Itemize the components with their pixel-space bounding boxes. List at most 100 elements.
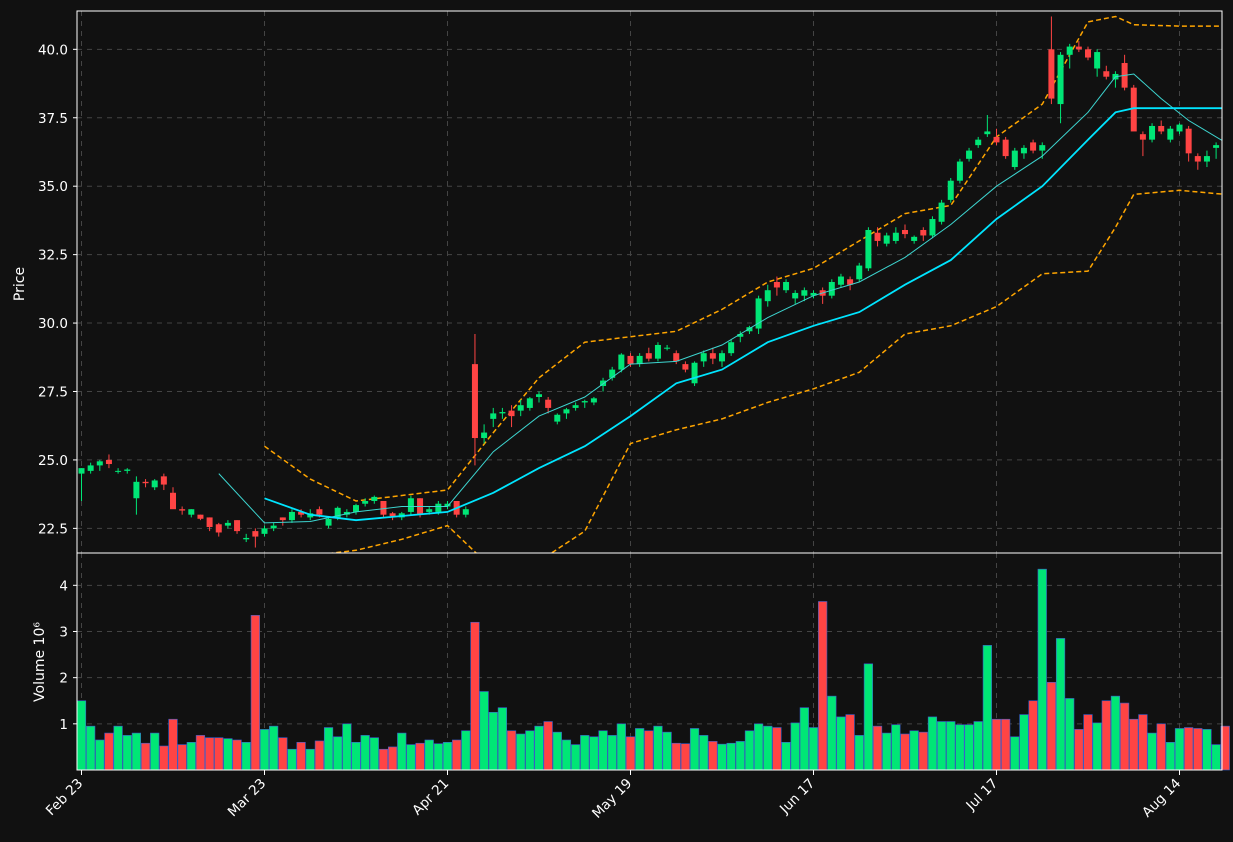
volume-bar xyxy=(323,727,334,771)
volume-bar xyxy=(214,737,224,771)
volume-bar xyxy=(982,645,992,771)
candle-body xyxy=(197,514,204,519)
volume-bar xyxy=(918,731,928,771)
volume-bar xyxy=(140,742,151,771)
candle-body xyxy=(96,461,103,466)
volume-bar xyxy=(863,663,873,771)
candle-body xyxy=(170,492,176,510)
price-tick-label: 32.5 xyxy=(38,248,68,264)
volume-bar xyxy=(644,730,654,771)
volume-bar xyxy=(433,743,443,771)
volume-bar xyxy=(552,731,562,771)
volume-bar xyxy=(689,728,700,771)
candle-body xyxy=(298,511,305,515)
candle-body xyxy=(499,412,506,414)
candle-body xyxy=(353,505,359,512)
volume-bar xyxy=(1010,736,1020,771)
volume-bar xyxy=(1028,700,1038,771)
candle-body xyxy=(837,276,844,285)
candle-body xyxy=(462,509,469,515)
candle-body xyxy=(1176,124,1183,132)
volume-bar xyxy=(378,748,389,771)
candle-body xyxy=(1002,139,1009,157)
volume-bar xyxy=(598,730,608,771)
candle-body xyxy=(590,398,597,403)
volume-bar xyxy=(342,723,352,771)
candle-body xyxy=(627,355,634,365)
volume-bar xyxy=(186,741,196,771)
candle-body xyxy=(947,180,954,200)
volume-bar xyxy=(717,743,727,771)
volume-bar xyxy=(1174,728,1185,771)
candle-body xyxy=(545,399,552,408)
volume-bar xyxy=(397,732,407,771)
candle-body xyxy=(371,496,378,501)
volume-bar xyxy=(442,741,453,771)
volume-bar xyxy=(772,727,782,771)
volume-bar xyxy=(95,739,105,771)
volume-bar xyxy=(131,732,142,771)
volume-bar xyxy=(1019,714,1029,771)
volume-bar xyxy=(589,736,599,771)
volume-bar xyxy=(1184,727,1194,771)
candle-body xyxy=(929,219,936,236)
volume-bar xyxy=(744,730,755,771)
candle-body xyxy=(1011,150,1018,168)
candle-body xyxy=(911,236,918,241)
candle-body xyxy=(1185,128,1192,154)
candle-body xyxy=(444,503,451,507)
volume-bar xyxy=(424,739,434,771)
candle-body xyxy=(783,282,790,291)
candle-body xyxy=(325,518,332,526)
candle-body xyxy=(224,522,231,526)
volume-bars xyxy=(76,568,1230,771)
volume-bar xyxy=(735,741,745,771)
candle-body xyxy=(133,481,140,499)
volume-panel-frame xyxy=(76,552,1223,771)
candle-body xyxy=(279,517,286,521)
volume-bar xyxy=(1092,722,1102,771)
volume-bar xyxy=(351,741,361,771)
candle-body xyxy=(654,344,661,359)
volume-bar xyxy=(1147,732,1157,771)
volume-bar xyxy=(205,737,215,771)
volume-bar xyxy=(790,722,800,771)
candle-body xyxy=(746,327,753,332)
volume-bar xyxy=(314,740,325,771)
volume-bar xyxy=(818,601,828,771)
volume-bar xyxy=(909,730,919,771)
volume-bar xyxy=(1202,729,1212,771)
candle-body xyxy=(1048,49,1055,99)
candle-body xyxy=(481,432,488,439)
candle-body xyxy=(1020,147,1027,154)
volume-bar xyxy=(763,725,773,771)
candlesticks xyxy=(78,16,1220,548)
volume-bar xyxy=(232,739,242,771)
price-tick-label: 22.5 xyxy=(38,521,68,537)
candle-body xyxy=(124,469,131,471)
candle-body xyxy=(682,364,689,370)
candle-body xyxy=(1094,52,1101,69)
candle-body xyxy=(1030,142,1037,151)
candle-body xyxy=(956,161,963,181)
volume-bar xyxy=(287,748,297,771)
volume-bar xyxy=(699,735,709,771)
volume-bar xyxy=(1165,741,1175,771)
volume-bar xyxy=(534,725,544,771)
candle-body xyxy=(874,232,881,241)
price-tick-label: 35.0 xyxy=(38,179,68,195)
candle-body xyxy=(966,150,973,159)
volume-bar xyxy=(452,739,462,771)
volume-bar xyxy=(1193,728,1203,771)
volume-bar xyxy=(470,621,480,771)
candle-body xyxy=(975,139,982,146)
candle-body xyxy=(984,131,991,135)
candle-body xyxy=(78,468,85,474)
volume-bar xyxy=(570,744,581,771)
candle-body xyxy=(664,347,671,349)
volume-bar xyxy=(1055,638,1066,771)
volume-bar xyxy=(808,727,819,771)
candle-body xyxy=(389,513,396,517)
candle-body xyxy=(810,292,817,296)
